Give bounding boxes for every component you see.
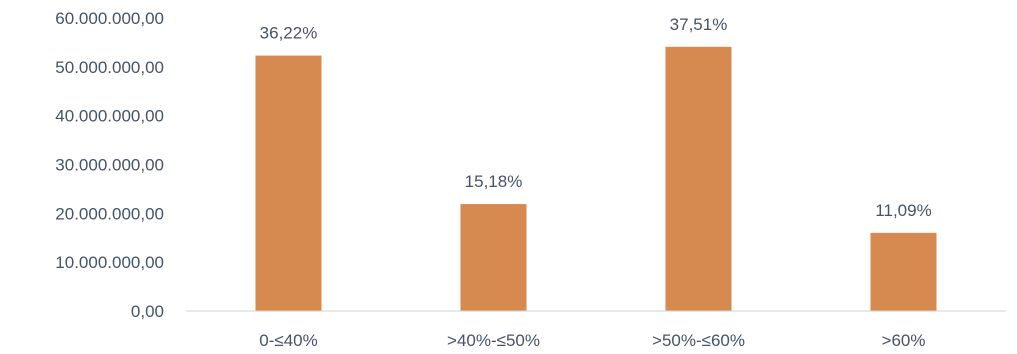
data-labels: 36,22% 15,18% 37,51% 11,09% <box>260 15 932 220</box>
bar-data-label: 15,18% <box>465 172 523 191</box>
x-category-label: 0-≤40% <box>259 331 317 350</box>
bar <box>665 46 732 311</box>
y-tick-label: 20.000.000,00 <box>55 204 164 223</box>
x-category-label: >60% <box>882 331 926 350</box>
x-category-label: >50%-≤60% <box>652 331 745 350</box>
bar-data-label: 11,09% <box>875 201 931 220</box>
bar <box>460 204 527 311</box>
y-tick-label: 60.000.000,00 <box>55 9 164 28</box>
y-tick-label: 0,00 <box>131 302 164 321</box>
bar <box>870 232 937 311</box>
y-tick-label: 30.000.000,00 <box>55 156 164 175</box>
bars <box>255 46 937 311</box>
y-tick-label: 50.000.000,00 <box>55 58 164 77</box>
x-category-label: >40%-≤50% <box>447 331 540 350</box>
bar-data-label: 37,51% <box>670 15 728 34</box>
bar <box>255 55 322 311</box>
y-tick-label: 10.000.000,00 <box>55 253 164 272</box>
y-tick-label: 40.000.000,00 <box>55 107 164 126</box>
bar-data-label: 36,22% <box>260 24 318 43</box>
x-axis-labels: 0-≤40% >40%-≤50% >50%-≤60% >60% <box>259 331 925 350</box>
y-axis-ticks: 0,00 10.000.000,00 20.000.000,00 30.000.000… <box>55 9 164 321</box>
